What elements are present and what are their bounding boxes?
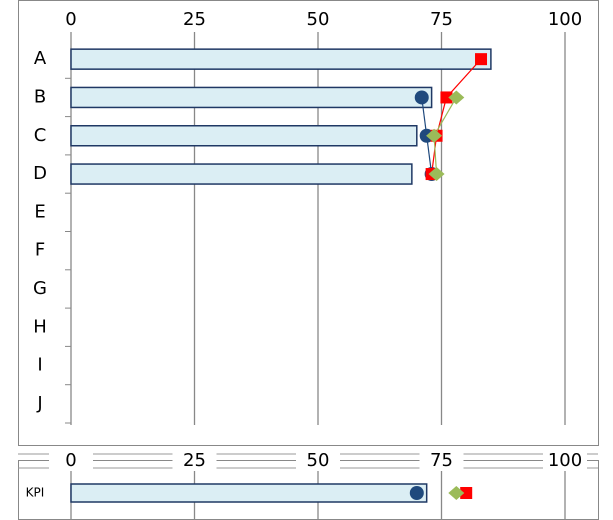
x-tick-label: 25 <box>183 9 206 30</box>
series-line <box>431 58 482 175</box>
x-tick-label: 75 <box>430 9 453 30</box>
tick-label-bg <box>543 451 587 471</box>
tick-label-bg <box>296 451 340 471</box>
y-tick-label: F <box>35 240 45 261</box>
bar <box>70 163 413 185</box>
diamond-marker <box>426 128 443 143</box>
y-tick-label: E <box>34 201 45 222</box>
x-tick-label: 0 <box>65 450 76 471</box>
tick-label-bg <box>172 451 217 471</box>
bar <box>70 125 418 147</box>
y-tick-label: G <box>33 278 47 299</box>
y-tick-label: J <box>36 393 42 414</box>
x-tick-label: 50 <box>307 9 330 30</box>
bar <box>70 86 433 109</box>
square-marker <box>475 53 488 66</box>
x-tick-label: 50 <box>307 450 330 471</box>
diamond-marker <box>448 486 465 500</box>
x-tick-label: 100 <box>548 9 582 30</box>
diamond-marker <box>448 90 465 105</box>
y-tick-label: KPI <box>26 486 45 500</box>
y-tick-label: B <box>34 86 46 107</box>
tick-label-bg <box>419 451 464 471</box>
y-tick-label: D <box>33 163 47 184</box>
x-tick-label: 25 <box>183 450 206 471</box>
square-marker <box>460 487 473 499</box>
x-tick-label: 0 <box>65 9 76 30</box>
diamond-marker <box>428 167 445 182</box>
x-tick-label: 75 <box>430 450 453 471</box>
bar <box>70 483 428 503</box>
y-tick-label: I <box>37 355 42 376</box>
y-tick-label: A <box>34 48 47 69</box>
circle-marker <box>409 486 424 500</box>
x-tick-label: 100 <box>548 450 582 471</box>
top-frame <box>18 0 599 446</box>
tick-label-bg <box>49 451 93 471</box>
circle-marker <box>414 90 429 105</box>
bar <box>70 48 492 70</box>
y-tick-label: C <box>34 125 47 146</box>
y-tick-label: H <box>33 316 47 337</box>
square-marker <box>440 91 453 104</box>
